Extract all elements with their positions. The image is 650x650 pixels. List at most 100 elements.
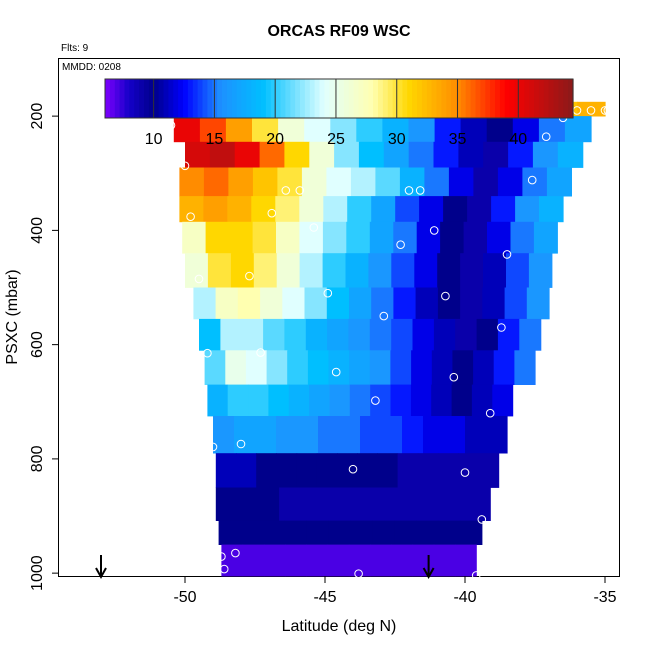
colorbar-segment [163, 79, 169, 118]
colorbar-segment [261, 79, 267, 118]
colorbar-segment [514, 79, 520, 118]
heatmap-cell [522, 167, 548, 197]
heatmap-cell [443, 196, 468, 223]
colorbar-segment [480, 79, 486, 118]
colorbar-segment [378, 79, 384, 118]
heatmap-cell [300, 487, 322, 521]
heatmap-cell [228, 167, 254, 197]
heatmap-cell [577, 101, 606, 117]
heatmap-cell [234, 141, 261, 168]
heatmap-cell [375, 167, 401, 197]
heatmap-cell [205, 221, 230, 254]
colorbar-segment [558, 79, 564, 118]
heatmap-cell [242, 544, 265, 577]
colorbar-segment [309, 79, 316, 118]
heatmap-cell [465, 416, 487, 454]
heatmap-cell [393, 221, 418, 254]
flight-point [217, 552, 226, 561]
heatmap-cell [368, 253, 392, 288]
colorbar-segment [538, 79, 545, 118]
heatmap-cell [204, 350, 226, 385]
heatmap-cell [306, 520, 329, 545]
flight-point [331, 367, 341, 377]
colorbar-segment [509, 79, 516, 118]
colorbar-segment [431, 79, 438, 118]
heatmap-cell [179, 167, 205, 197]
heatmap-cell [455, 544, 477, 577]
heatmap-cell [539, 196, 564, 223]
colorbar-segment [290, 79, 296, 118]
heatmap-cell [508, 141, 534, 168]
colorbar-segment [265, 79, 272, 118]
flight-point [460, 468, 470, 477]
heatmap-cell [483, 253, 507, 288]
heatmap-cell [356, 116, 383, 143]
flight-point [485, 408, 495, 418]
heatmap-cell [538, 116, 566, 143]
heatmap-cell [455, 318, 478, 351]
heatmap-cell [397, 453, 419, 488]
heatmap-cell [276, 453, 298, 488]
heatmap-cell [473, 350, 495, 385]
heatmap-cell [305, 318, 328, 351]
colorbar-segment [153, 79, 160, 118]
y-axis: 200 400 600 800 1000 [29, 103, 59, 591]
heatmap-cell [337, 453, 358, 488]
heatmap-cell [433, 141, 459, 168]
flight-point [166, 121, 176, 130]
colorbar-segment [426, 79, 433, 118]
heatmap-cell [476, 318, 499, 351]
heatmap-cell [402, 416, 424, 454]
heatmap-cell [411, 350, 433, 385]
colorbar-tick-label: 15 [206, 131, 224, 148]
flight-point [497, 323, 506, 332]
colorbar-segment [339, 79, 345, 118]
heatmap-cell [225, 116, 253, 143]
heatmap-cell [348, 318, 371, 351]
colorbar-segment [465, 79, 472, 118]
flight-point [186, 212, 195, 221]
heatmap-cell [279, 487, 301, 521]
heatmap-cell [275, 196, 300, 223]
down-arrow [422, 555, 435, 580]
colorbar-segment [275, 79, 282, 118]
heatmap-cell [252, 116, 279, 143]
heatmap-cell [416, 221, 441, 254]
colorbar-segment [158, 79, 165, 118]
down-arrow-head [95, 567, 107, 580]
heatmap-cell [350, 167, 376, 197]
flight-point [541, 132, 551, 141]
colorbar-segment [256, 79, 262, 118]
heatmap-cell [497, 318, 520, 351]
flight-point [236, 439, 246, 449]
colorbar-segment [236, 79, 243, 118]
down-arrow-head [422, 567, 435, 580]
colorbar-segment [187, 79, 194, 118]
colorbar-segment [285, 79, 291, 118]
heatmap-cell [438, 453, 459, 488]
heatmap-cell [504, 287, 528, 320]
heatmap-cell [381, 416, 403, 454]
colorbar-segment [178, 79, 184, 118]
heatmap-cell [309, 384, 330, 417]
colorbar-segment [226, 79, 233, 118]
flight-point [379, 311, 389, 321]
heatmap-cell [426, 487, 449, 521]
flight-point [267, 208, 277, 218]
heatmap-cell [372, 520, 395, 545]
heatmap-cell [276, 253, 301, 288]
heatmap-cell [259, 141, 285, 168]
heatmap-cell [419, 196, 444, 223]
colorbar-segment [568, 79, 574, 118]
heatmap-cell [492, 384, 514, 417]
heatmap-cell [318, 416, 340, 454]
heatmap-cell [431, 384, 453, 417]
heatmap-cell [225, 350, 247, 385]
colorbar-segment [519, 79, 525, 118]
flight-point [396, 240, 405, 249]
colorbar-segment [197, 79, 204, 118]
colorbar-segment [329, 79, 335, 118]
flight-point [309, 223, 319, 232]
x-axis-label: Latitude (deg N) [282, 618, 397, 635]
heatmap-cell [213, 416, 235, 454]
